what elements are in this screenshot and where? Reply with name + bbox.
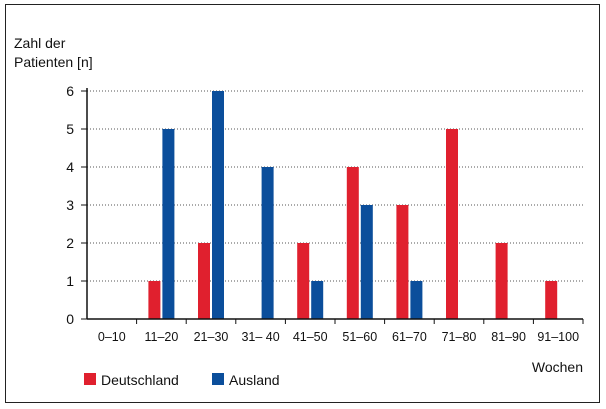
bar-ausland-2 (212, 91, 224, 319)
legend-swatch-ausland (212, 373, 224, 385)
y-tick-label: 5 (66, 121, 74, 137)
x-tick-label: 61–70 (392, 330, 427, 344)
legend-label-deutschland: Deutschland (101, 372, 179, 388)
x-tick-label: 11–20 (144, 330, 178, 344)
x-tick-label: 0–10 (98, 330, 126, 344)
x-tick-label: 41–50 (293, 330, 328, 344)
bar-deutschland-2 (198, 243, 210, 319)
bar-deutschland-5 (346, 167, 359, 319)
bar-deutschland-6 (396, 205, 409, 319)
bar-deutschland-4 (297, 243, 310, 319)
bar-deutschland-1 (148, 281, 161, 319)
y-tick-label: 2 (66, 235, 74, 251)
y-tick-label: 1 (66, 273, 74, 289)
bar-deutschland-7 (446, 129, 458, 319)
x-tick-label: 71–80 (442, 330, 477, 344)
x-axis-label: Wochen (532, 359, 583, 375)
legend-swatch-deutschland (84, 373, 96, 385)
bar-ausland-3 (261, 167, 274, 319)
bar-deutschland-9 (545, 281, 558, 319)
chart-frame (5, 4, 600, 403)
y-tick-label: 4 (66, 159, 74, 175)
bar-deutschland-8 (495, 243, 508, 319)
x-tick-label: 91–100 (537, 330, 579, 344)
x-tick-label: 21–30 (194, 330, 229, 344)
bar-ausland-4 (311, 281, 324, 319)
y-tick-label: 0 (66, 311, 74, 327)
y-tick-label: 6 (66, 83, 74, 99)
legend-label-ausland: Ausland (229, 372, 280, 388)
y-tick-label: 3 (66, 197, 74, 213)
y-axis-label-line-2: Patienten [n] (14, 54, 93, 70)
bar-ausland-5 (360, 205, 373, 319)
y-axis-label-line-1: Zahl der (14, 35, 66, 51)
bar-ausland-6 (410, 281, 423, 319)
x-tick-label: 31– 40 (241, 330, 279, 344)
x-tick-label: 51–60 (342, 330, 377, 344)
x-tick-label: 81–90 (491, 330, 526, 344)
bar-ausland-1 (162, 129, 175, 319)
